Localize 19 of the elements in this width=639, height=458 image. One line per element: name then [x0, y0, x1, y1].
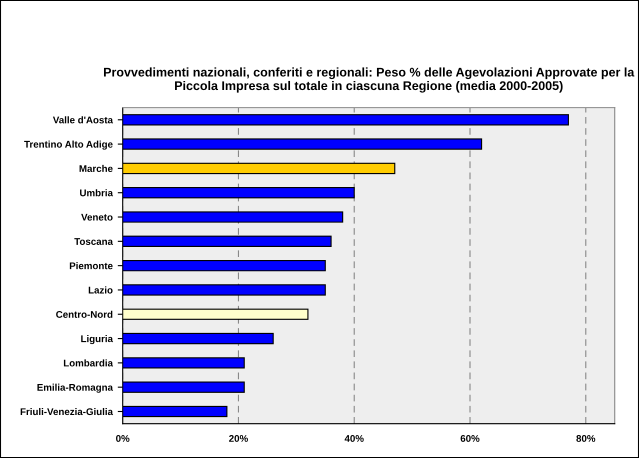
- y-tick-label: Piemonte: [70, 262, 113, 270]
- x-tick-label: 80%: [576, 435, 596, 442]
- y-tick-label: Liguria: [81, 335, 114, 344]
- y-tick-label: Marche: [80, 164, 113, 172]
- y-tick-label: Umbria: [80, 189, 114, 196]
- y-tick-label: Emilia-Romagna: [37, 384, 114, 393]
- y-tick-label: Veneto: [81, 214, 113, 221]
- y-tick-label: Lazio: [88, 286, 113, 294]
- x-tick-label: 20%: [229, 435, 248, 442]
- y-tick-label: Trentino Alto Adige: [24, 140, 113, 150]
- x-tick-label: 40%: [344, 435, 364, 442]
- y-tick-label: Toscana: [74, 238, 114, 245]
- y-tick-label: Valle d'Aosta: [52, 116, 114, 124]
- chart-title: Provvedimenti nazionali, conferiti e regionali: Peso % delle Agevolazioni Approvate per la Piccola Impresa sul totale in ciascuna Regione (media 2000-2005): [104, 67, 634, 93]
- x-tick-label: 60%: [460, 435, 480, 442]
- x-tick-label: 0%: [116, 435, 130, 442]
- y-tick-label: Friuli-Venezia-Giulia: [20, 408, 114, 416]
- y-tick-label: Centro-Nord: [56, 310, 112, 318]
- y-tick-label: Lombardia: [64, 359, 114, 366]
